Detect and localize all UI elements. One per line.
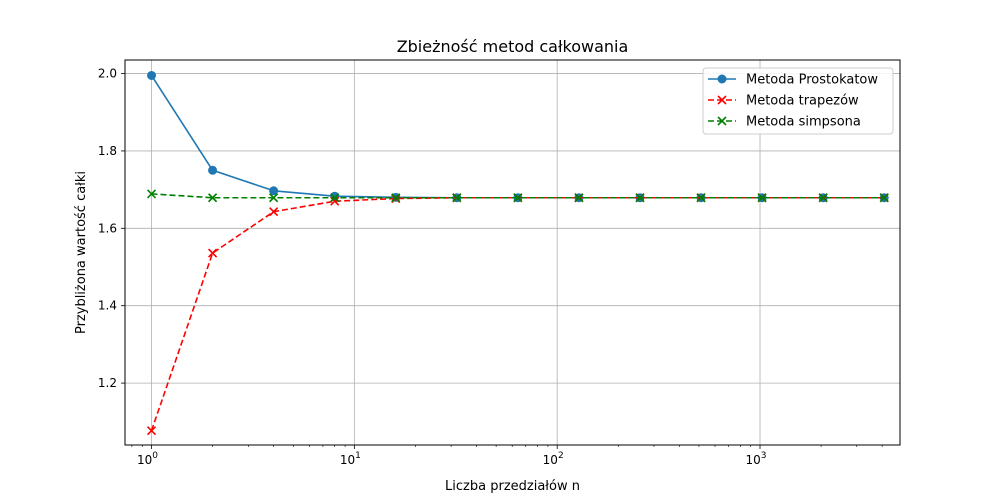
- marker-stroke: [269, 207, 279, 217]
- plot-series: [146, 70, 889, 436]
- data-point: [574, 193, 584, 203]
- data-point: [452, 193, 462, 203]
- legend-label: Metoda simpsona: [746, 115, 861, 130]
- y-tick-label: 1.2: [98, 376, 117, 390]
- data-point: [635, 193, 645, 203]
- data-point: [879, 193, 889, 203]
- marker-stroke: [452, 193, 462, 203]
- marker-stroke: [269, 193, 279, 203]
- y-tick-label: 1.8: [98, 144, 117, 158]
- marker-stroke: [208, 193, 218, 203]
- marker-stroke: [818, 193, 828, 203]
- marker-stroke: [513, 193, 523, 203]
- data-point: [696, 193, 706, 203]
- data-point: [513, 193, 523, 203]
- data-point: [147, 70, 157, 80]
- marker-stroke: [717, 116, 727, 126]
- marker-stroke: [696, 193, 706, 203]
- marker-stroke: [717, 95, 727, 105]
- x-tick-label: 102: [543, 451, 564, 467]
- legend-entry: Metoda trapezów: [708, 94, 859, 109]
- marker-stroke: [635, 193, 645, 203]
- data-point: [146, 189, 157, 199]
- legend-entries: Metoda Prostokatow Metoda trapezów Metoda …: [708, 73, 878, 130]
- data-point: [208, 248, 218, 258]
- legend-box: [702, 67, 894, 135]
- data-point: [269, 207, 279, 217]
- x-axis-label: Liczba przedziałów n: [445, 479, 580, 494]
- y-tick-label: 1.6: [98, 221, 117, 235]
- plot-area-frame: [124, 59, 901, 446]
- data-point: [269, 193, 279, 203]
- data-point: [146, 426, 157, 436]
- y-tick-label: 2.0: [98, 67, 117, 81]
- data-point: [330, 196, 340, 206]
- marker-stroke: [330, 193, 340, 203]
- legend-entry: Metoda simpsona: [708, 115, 861, 130]
- marker-stroke: [879, 193, 889, 203]
- legend-marker: [717, 116, 727, 126]
- data-point: [208, 165, 218, 175]
- x-tick-label: 101: [340, 451, 361, 467]
- data-point: [208, 193, 218, 203]
- data-point: [269, 186, 279, 196]
- y-axis-label: Przybliżona wartość całki: [74, 171, 89, 334]
- legend: Metoda Prostokatow Metoda trapezów Metoda …: [702, 67, 894, 135]
- marker-stroke: [391, 193, 401, 203]
- data-point: [818, 193, 828, 203]
- x-tick-label: 103: [746, 451, 767, 467]
- chart-title: Zbieżność metod całkowania: [397, 37, 629, 56]
- legend-marker: [717, 95, 727, 105]
- data-point: [391, 193, 401, 203]
- marker-stroke: [146, 189, 157, 199]
- marker-stroke: [330, 196, 340, 206]
- data-point: [330, 193, 340, 203]
- legend-marker: [717, 74, 727, 84]
- marker-stroke: [574, 193, 584, 203]
- series-3: [146, 189, 889, 203]
- data-point: [757, 193, 767, 203]
- axis-ticks: 100 101 102 103 1.2 1.4 1.6 1.8 2.0: [98, 67, 883, 467]
- legend-entry: Metoda Prostokatow: [708, 73, 878, 88]
- marker-stroke: [146, 426, 157, 436]
- legend-label: Metoda trapezów: [746, 94, 859, 109]
- marker-stroke: [208, 248, 218, 258]
- legend-label: Metoda Prostokatow: [746, 73, 878, 88]
- marker-stroke: [757, 193, 767, 203]
- x-tick-label: 100: [137, 451, 158, 467]
- y-tick-label: 1.4: [98, 299, 117, 313]
